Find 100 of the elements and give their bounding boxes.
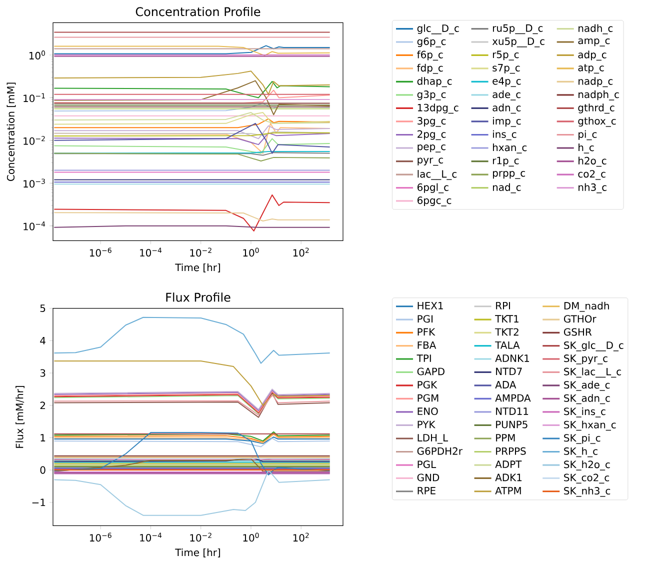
x-axis-title: Time [hr] [175,263,220,272]
legend-label: ADA [495,381,516,388]
legend-label: g6p_c [417,38,446,48]
legend-label: PPM [496,434,515,442]
legend-label: ADPT [495,460,522,468]
legend-label: co2_c [578,170,606,180]
x-tick-label: 10$^{−4}$ [140,248,162,257]
legend-label: PGM [418,394,438,402]
legend-label: nh3_c [578,183,606,194]
x-tick-label: 10$^{−4}$ [140,532,162,542]
legend-label: 3pg_c [418,117,446,127]
legend-label: SK_h_c [564,447,598,458]
legend-label: ENO [418,408,438,416]
y-tick-label: 10$^{−4}$ [24,221,46,230]
x-tick-label: 10$^{0}$ [243,248,259,257]
legend-label: PFK [418,328,436,336]
x-tick-label: 10$^{2}$ [293,532,309,542]
x-axis-title: Time [hr] [175,548,220,558]
legend-label: FBA [418,341,436,349]
legend-label: pi_c [578,130,597,140]
legend-label: 6pgc_c [418,196,452,206]
legend-label: PGI [418,315,433,323]
legend-label: SK_pi_c [564,434,600,444]
y-tick-label: 3 [40,369,46,377]
legend-label: AMPDA [495,394,531,402]
y-tick-label: 10$^{−1}$ [24,93,45,102]
legend-label: G6PDH2r [417,447,462,455]
legend-label: glc__D_c [417,24,459,34]
chart-title: Flux Profile [166,292,230,302]
legend-label: ade_c [492,90,520,100]
legend-label: RPI [496,302,510,310]
legend-label: gthrd_c [578,104,614,114]
legend-label: ru5p__D_c [492,24,543,34]
legend-label: h2o_c [578,156,606,167]
legend-label: h_c [578,143,594,154]
legend-label: PRPPS [496,447,526,455]
legend-label: SK_adn_c [564,394,610,404]
legend-label: NTD7 [496,368,522,376]
legend-label: atp_c [578,64,604,74]
legend-label: ins_c [493,130,516,140]
x-tick-label: 10$^{2}$ [293,248,309,257]
legend-label: r5p_c [492,50,519,60]
legend-label: lac__L_c [418,170,457,180]
legend-label: SK_hxan_c [564,420,616,431]
y-tick-label: 4 [40,337,46,344]
legend-label: SK_pyr_c [564,354,608,364]
legend-label: PYK [418,420,436,428]
y-tick-label: 0 [40,466,46,474]
y-tick-label: 1 [40,434,46,442]
legend-label: HEX1 [418,302,443,310]
legend-label: DM_nadh [564,302,609,312]
y-tick-label: 10$^{−2}$ [24,136,45,145]
legend-label: GTHOr [564,315,596,323]
legend-label: amp_c [578,38,610,46]
legend-label: r1p_c [492,156,519,167]
legend-label: 6pgl_c [418,183,448,194]
legend-label: ATPM [495,486,521,494]
y-axis-title: Flux [mM/hr] [16,386,24,448]
legend-label: dhap_c [417,77,452,88]
legend-label: prpp_c [492,171,526,179]
legend-label: GND [417,474,440,482]
legend-label: ADNK1 [495,354,529,362]
legend-label: nadh_c [578,24,613,34]
x-tick-label: 10$^{0}$ [243,532,259,542]
legend-label: hxan_c [492,143,527,154]
legend-label: gthox_c [578,116,616,127]
legend-label: imp_c [493,116,521,127]
legend-label: SK_co2_c [564,474,610,484]
legend-label: SK_ins_c [564,407,606,418]
legend-label: SK_h2o_c [564,460,610,470]
legend-label: 13dpg_c [418,104,458,114]
y-tick-label: −1 [32,498,46,506]
legend-label: PUNP5 [496,420,528,428]
chart-title: Concentration Profile [136,6,260,16]
legend-label: nadp_c [578,77,613,88]
legend-label: pep_c [418,144,446,152]
legend-label: GAPD [417,368,444,376]
legend-label: TKT2 [495,328,518,336]
legend-label: PGL [418,460,436,468]
x-tick-label: 10$^{−6}$ [90,532,112,542]
legend-label: RPE [418,486,436,494]
legend-label: fdp_c [417,64,443,74]
legend-label: TPI [416,354,431,362]
y-tick-label: 10$^{0}$ [29,50,46,60]
y-axis-title: Concentration [mM] [6,82,16,181]
legend-label: nadph_c [578,90,619,100]
legend-label: g3p_c [417,90,446,100]
x-tick-label: 10$^{−2}$ [190,248,212,257]
legend-label: ADK1 [495,474,522,482]
legend-label: PGK [418,380,438,389]
legend-label: xu5p__D_c [492,38,544,48]
legend-label: TALA [495,341,520,349]
x-tick-label: 10$^{−6}$ [90,248,112,257]
legend-label: TKT1 [495,315,518,322]
legend-label: adp_c [578,50,606,61]
legend-label: adn_c [492,104,521,114]
legend-label: SK_ade_c [564,380,610,391]
y-tick-label: 5 [40,304,46,312]
legend-label: f6p_c [417,50,443,61]
x-tick-label: 10$^{−2}$ [190,532,212,542]
